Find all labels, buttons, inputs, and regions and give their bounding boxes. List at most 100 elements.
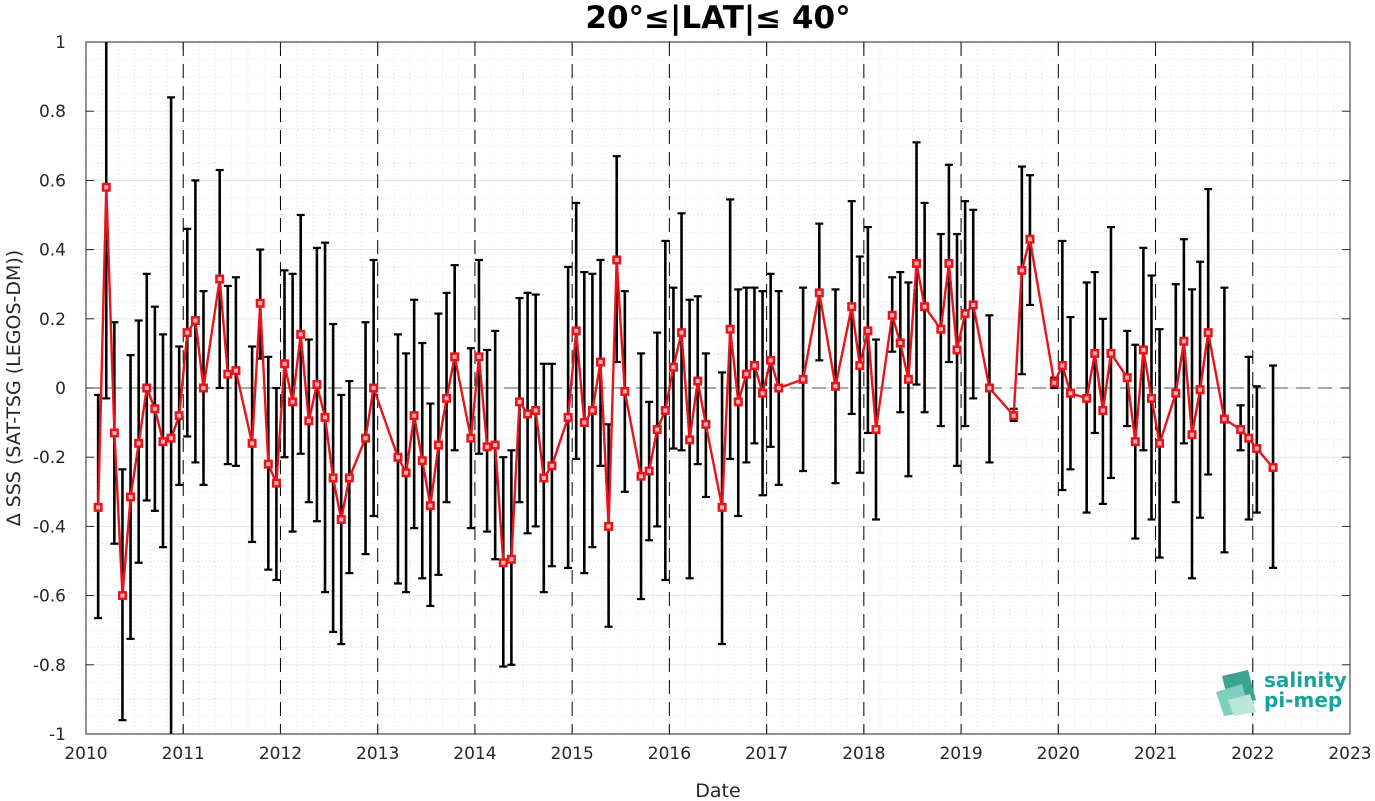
data-point-center [258, 301, 263, 306]
data-point-center [282, 361, 287, 366]
data-point-center [776, 386, 781, 390]
data-point-center [144, 386, 149, 390]
data-point-center [323, 415, 328, 420]
x-tick-label: 2021 [1134, 744, 1177, 764]
data-point-center [420, 458, 425, 463]
data-point-center [728, 327, 733, 332]
data-point-center [444, 396, 449, 401]
y-tick-label: -1 [49, 725, 66, 745]
x-axis-label: Date [695, 780, 740, 801]
data-point-center [233, 368, 238, 373]
data-point-center [946, 261, 951, 266]
data-point-center [857, 363, 862, 368]
data-point-center [898, 341, 903, 346]
data-point-center [1246, 436, 1251, 441]
data-point-center [622, 389, 627, 394]
data-series [93, 182, 1278, 601]
data-point-center [1108, 351, 1113, 356]
data-point-center [1173, 391, 1178, 396]
data-point-center [290, 399, 295, 404]
data-point-center [306, 418, 311, 423]
x-tick-label: 2019 [939, 744, 982, 764]
y-axis-label: Δ SSS (SAT-TSG (LEGOS-DM)) [3, 250, 25, 526]
data-point-center [574, 328, 579, 333]
data-point-center [371, 386, 376, 390]
y-tick-label: 0 [55, 379, 66, 399]
y-tick-label: -0.6 [33, 587, 66, 607]
data-point-center [1060, 363, 1065, 368]
y-tick-labels: 1 0.8 0.6 0.4 0.2 0 -0.2 -0.4 -0.6 -0.8 -1 [33, 33, 66, 745]
data-point-center [671, 365, 676, 370]
data-point-center [1271, 465, 1276, 470]
data-point-center [1238, 427, 1243, 432]
data-point-center [874, 427, 878, 432]
data-point-center [752, 363, 757, 368]
data-point-center [817, 290, 822, 295]
data-point-center [225, 372, 230, 377]
data-point-center [1068, 391, 1073, 396]
data-point-center [1206, 330, 1211, 335]
y-tick-label: 0.2 [39, 310, 66, 330]
data-point-center [1190, 432, 1194, 437]
data-point-center [412, 413, 417, 418]
data-point-center [606, 524, 611, 529]
data-point-center [647, 469, 652, 474]
x-tick-label: 2011 [162, 744, 205, 764]
data-point-center [452, 354, 457, 359]
data-point-center [1084, 396, 1089, 401]
data-point-center [525, 411, 530, 416]
data-point-center [428, 503, 433, 508]
data-point-center [1157, 441, 1162, 446]
x-tick-label: 2020 [1037, 744, 1080, 764]
data-point-center [250, 441, 255, 446]
salinity-pi-mep-logo: salinity pi-mep [1216, 668, 1347, 716]
y-tick-label: 0.4 [39, 241, 66, 261]
data-point-center [533, 408, 538, 413]
data-point-center [266, 462, 271, 467]
data-point-center [331, 475, 336, 480]
data-point-center [501, 560, 506, 565]
data-point-center [169, 436, 174, 441]
data-point-center [112, 430, 117, 435]
x-tick-labels: 2010 2011 2012 2013 2014 2015 2016 2017 2018 2019… [64, 744, 1371, 764]
x-tick-label: 2014 [453, 744, 496, 764]
y-tick-label: -0.2 [33, 448, 66, 468]
data-point-center [217, 277, 222, 282]
x-tick-label: 2023 [1328, 744, 1371, 764]
y-tick-label: 0.6 [39, 171, 66, 191]
data-point-center [1198, 387, 1203, 392]
data-point-center [760, 391, 765, 396]
data-point-center [687, 437, 692, 442]
data-point-center [582, 420, 587, 425]
x-tick-label: 2015 [551, 744, 594, 764]
data-point-center [314, 382, 319, 387]
data-point-center [160, 439, 165, 444]
data-point-center [185, 330, 190, 335]
data-point-center [938, 327, 943, 332]
data-point-center [720, 505, 725, 510]
data-point-center [906, 377, 911, 382]
data-point-center [598, 360, 603, 365]
data-point-center [1019, 268, 1024, 273]
chart-title: 20°≤|LAT|≤ 40° [585, 0, 850, 36]
data-point-center [566, 415, 571, 420]
data-point-center [590, 408, 595, 413]
data-point-center [104, 185, 109, 190]
x-tick-label: 2013 [356, 744, 399, 764]
data-point-center [922, 304, 927, 309]
data-point-center [1222, 417, 1227, 422]
data-point-center [363, 436, 368, 441]
y-tick-label: 0.8 [39, 102, 66, 122]
data-point-center [679, 330, 684, 335]
x-tick-label: 2010 [64, 744, 107, 764]
data-point-center [193, 318, 198, 323]
data-point-center [404, 470, 409, 475]
x-tick-label: 2016 [648, 744, 691, 764]
data-point-center [476, 354, 481, 359]
data-point-center [639, 474, 644, 479]
data-point-center [1027, 237, 1032, 242]
data-point-center [865, 328, 870, 333]
data-point-center [1100, 408, 1105, 413]
data-point-center [1125, 375, 1130, 380]
